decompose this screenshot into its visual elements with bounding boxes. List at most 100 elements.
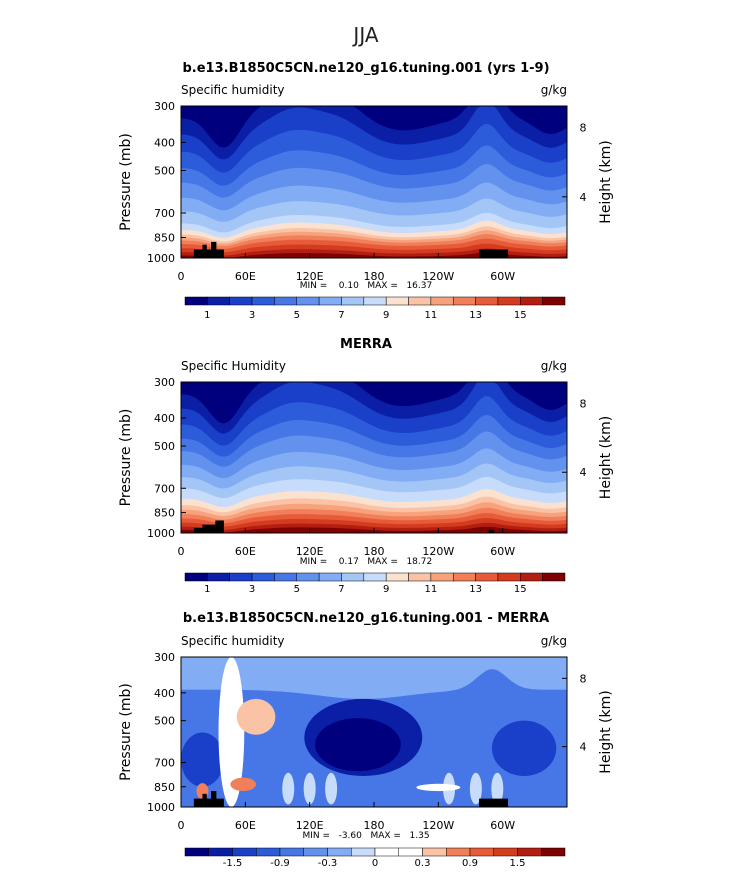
colorbar-swatch [385, 572, 409, 582]
colorbar-swatch [430, 296, 454, 306]
colorbar-label: 7 [338, 310, 344, 321]
colorbar-swatch [229, 572, 253, 582]
colorbar-swatch [542, 572, 566, 582]
contour-band [181, 526, 567, 533]
colorbar-swatch [229, 296, 253, 306]
x-tick-label: 180 [364, 819, 385, 832]
y-tick-label: 850 [154, 507, 175, 520]
colorbar-label: 5 [294, 310, 300, 321]
y-tick-label: 1000 [147, 527, 175, 540]
y-tick-label: 850 [154, 781, 175, 794]
contour-band [236, 698, 276, 735]
colorbar-swatch [475, 572, 499, 582]
season-title: JJA [351, 23, 378, 47]
y-tick-label: 300 [154, 100, 175, 113]
x-tick-label: 60E [235, 819, 256, 832]
colorbar-swatch [475, 296, 499, 306]
colorbar-label: 1 [204, 310, 210, 321]
colorbar-swatch [232, 847, 257, 857]
colorbar-swatch [469, 847, 494, 857]
colorbar-label: 7 [338, 584, 344, 595]
colorbar-label: 0.9 [462, 858, 478, 869]
colorbar-swatch [274, 296, 298, 306]
y-tick-label: 1000 [147, 801, 175, 814]
colorbar-swatch [398, 847, 423, 857]
min-max-stats: MIN = -3.60 MAX = 1.35 [302, 831, 429, 841]
colorbar-swatch [207, 572, 230, 582]
y-tick-label: 400 [154, 136, 175, 149]
y-tick-label: 500 [154, 715, 175, 728]
min-max-stats: MIN = 0.10 MAX = 16.37 [300, 281, 432, 291]
colorbar-swatch [256, 847, 281, 857]
colorbar-swatch [279, 847, 304, 857]
colorbar-swatch [318, 296, 342, 306]
y-axis-label: Pressure (mb) [118, 133, 134, 231]
panel-title: b.e13.B1850C5CN.ne120_g16.tuning.001 - M… [183, 611, 549, 626]
x-tick-label: 60E [235, 270, 256, 283]
colorbar-swatch [351, 847, 376, 857]
colorbar-swatch [327, 847, 352, 857]
x-tick-label: 60W [490, 819, 515, 832]
contour-band [315, 718, 401, 772]
y-tick-label: 700 [154, 207, 175, 220]
variable-label: Specific humidity [181, 634, 285, 648]
y-tick-label: 700 [154, 482, 175, 495]
units-label: g/kg [541, 634, 567, 648]
y-tick-label: 1000 [147, 252, 175, 265]
x-tick-label: 60W [490, 270, 515, 283]
colorbar-label: 13 [469, 310, 482, 321]
variable-label: Specific humidity [181, 83, 285, 97]
units-label: g/kg [541, 359, 567, 373]
colorbar-swatch [274, 572, 298, 582]
colorbar-swatch [208, 847, 233, 857]
colorbar-swatch [541, 847, 566, 857]
contour-field [181, 106, 567, 258]
colorbar-label: 9 [383, 310, 389, 321]
y-tick-label: 850 [154, 231, 175, 244]
colorbar-swatch [363, 572, 387, 582]
x-tick-label: 60W [490, 545, 515, 558]
colorbar-swatch [520, 572, 543, 582]
right-tick-label: 8 [580, 672, 587, 685]
contour-band [416, 783, 461, 792]
y-axis-label: Pressure (mb) [118, 409, 134, 507]
colorbar-swatch [520, 296, 543, 306]
colorbar-swatch [408, 296, 432, 306]
colorbar-swatch [385, 296, 409, 306]
colorbar-label: -1.5 [223, 858, 243, 869]
contour-field [181, 382, 567, 533]
colorbar-swatch [452, 572, 476, 582]
topography-mask [479, 798, 503, 807]
colorbar-swatch [517, 847, 542, 857]
topography-mask [202, 793, 207, 807]
colorbar-label: 5 [294, 584, 300, 595]
contour-band [218, 657, 245, 807]
colorbar-swatch [303, 847, 328, 857]
colorbar-swatch [446, 847, 471, 857]
topography-mask [502, 249, 509, 258]
y-tick-label: 700 [154, 757, 175, 770]
colorbar-label: 0.3 [415, 858, 431, 869]
panel-title: MERRA [340, 337, 392, 352]
contour-band [491, 720, 557, 777]
x-tick-label: 180 [364, 545, 385, 558]
contour-band [282, 772, 295, 805]
right-tick-label: 4 [580, 466, 587, 479]
colorbar-swatch [207, 296, 230, 306]
colorbar-label: 1 [204, 584, 210, 595]
colorbar-swatch [251, 572, 275, 582]
topography-mask [211, 791, 217, 807]
x-tick-label: 60E [235, 545, 256, 558]
x-tick-label: 120W [422, 819, 454, 832]
y-tick-label: 300 [154, 376, 175, 389]
topography-mask [479, 249, 503, 258]
panel-title: b.e13.B1850C5CN.ne120_g16.tuning.001 (yr… [182, 61, 549, 76]
colorbar-label: -0.3 [318, 858, 338, 869]
right-tick-label: 8 [580, 397, 587, 410]
colorbar-label: 11 [425, 584, 438, 595]
x-tick-label: 120E [296, 545, 324, 558]
colorbar-label: 11 [425, 310, 438, 321]
colorbar-label: 1.5 [510, 858, 526, 869]
x-tick-label: 120W [422, 545, 454, 558]
contour-band [491, 772, 504, 805]
